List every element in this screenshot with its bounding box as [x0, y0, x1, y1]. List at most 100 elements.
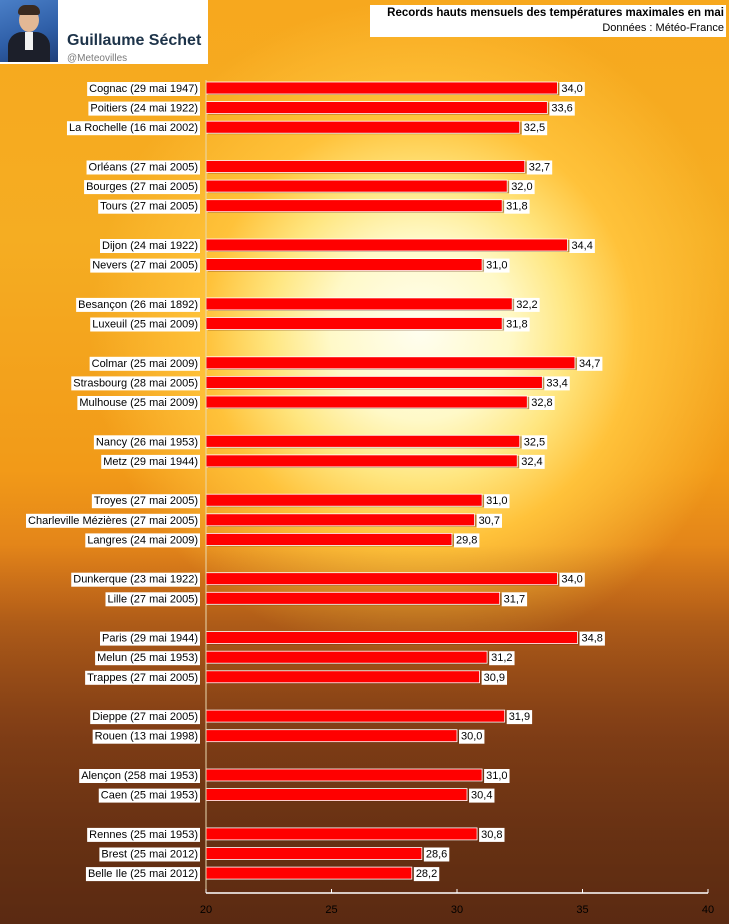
bar [205, 847, 423, 860]
bar [205, 160, 526, 173]
category-label: Caen (25 mai 1953) [101, 790, 198, 802]
label-background [88, 101, 200, 116]
label-background [100, 239, 200, 253]
value-label: 34,0 [561, 83, 582, 95]
category-label: Besançon (26 mai 1892) [78, 299, 198, 311]
bar [205, 493, 483, 507]
label-background [526, 160, 553, 175]
label-background [98, 199, 200, 214]
bar [205, 238, 568, 252]
label-background [79, 769, 200, 783]
bar [205, 513, 475, 527]
avatar [0, 0, 58, 62]
label-background [484, 258, 510, 273]
label-background [84, 180, 200, 195]
label-background [521, 435, 548, 450]
label-background [453, 533, 480, 548]
label-background [66, 121, 200, 136]
value-label: 28,6 [426, 849, 447, 861]
value-label: 31,7 [504, 593, 525, 605]
x-tick-label: 30 [451, 904, 463, 916]
label-background [95, 651, 200, 666]
category-label: La Rochelle (16 mai 2002) [69, 122, 198, 134]
label-background [92, 729, 200, 744]
bar [205, 729, 458, 743]
bar [205, 650, 488, 664]
label-background [514, 297, 540, 312]
label-background [89, 356, 200, 371]
value-label: 30,8 [481, 829, 502, 841]
x-tick-label: 20 [200, 904, 212, 916]
bar [205, 572, 558, 586]
bar [205, 670, 480, 684]
category-label: Troyes (27 mai 2005) [94, 495, 198, 507]
label-background [71, 376, 200, 391]
label-background [91, 494, 200, 509]
label-background [459, 729, 485, 744]
x-tick-label: 25 [325, 904, 337, 916]
value-label: 34,0 [561, 574, 582, 586]
value-label: 33,6 [551, 103, 572, 115]
x-tick-label: 35 [576, 904, 588, 916]
label-background [504, 199, 530, 214]
value-label: 29,8 [456, 534, 477, 546]
label-background [549, 101, 575, 116]
label-background [26, 513, 200, 528]
label-background [90, 258, 200, 273]
chart-title-box: Records hauts mensuels des températures … [370, 5, 726, 37]
author-profile: Guillaume Séchet @Meteovilles [0, 0, 208, 64]
category-label: Langres (24 mai 2009) [87, 534, 198, 546]
author-handle: @Meteovilles [67, 53, 128, 64]
category-label: Trappes (27 mai 2005) [87, 672, 198, 684]
bar [205, 258, 483, 272]
value-label: 32,2 [516, 299, 537, 311]
bar [205, 297, 513, 311]
x-tick-label: 40 [702, 904, 714, 916]
label-background [521, 121, 548, 136]
label-background [484, 769, 510, 783]
label-background [85, 867, 200, 882]
category-label: Alençon (258 mai 1953) [81, 770, 198, 782]
label-background [529, 396, 555, 410]
category-label: Rouen (13 mai 1998) [95, 731, 198, 743]
bar [205, 120, 521, 134]
category-label: Colmar (25 mai 2009) [92, 358, 198, 370]
label-background [544, 376, 570, 391]
bar [205, 866, 413, 880]
label-background [423, 847, 450, 862]
label-background [76, 297, 200, 312]
category-label: Luxeuil (25 mai 2009) [92, 319, 198, 331]
value-label: 34,4 [571, 240, 592, 252]
chart-title: Records hauts mensuels des températures … [387, 7, 724, 19]
category-label: Dunkerque (23 mai 1922) [73, 574, 198, 586]
bar [205, 434, 521, 448]
bar [205, 317, 503, 330]
label-background [413, 867, 440, 882]
category-label: Rennes (25 mai 1953) [89, 829, 198, 841]
label-background [481, 670, 508, 685]
value-label: 32,4 [521, 456, 542, 468]
label-background [504, 317, 530, 332]
bar [205, 179, 508, 193]
bar [205, 533, 453, 546]
value-label: 30,4 [471, 790, 492, 802]
category-label: Nancy (26 mai 1953) [96, 436, 198, 448]
value-label: 30,7 [479, 515, 500, 527]
label-background [519, 454, 545, 469]
category-label: Dijon (24 mai 1922) [102, 240, 198, 252]
label-background [559, 82, 585, 96]
category-label: Charleville Mézières (27 mai 2005) [28, 515, 198, 527]
label-background [489, 651, 515, 666]
label-background [509, 180, 535, 195]
value-label: 30,9 [484, 672, 505, 684]
bar [205, 356, 576, 370]
category-label: Metz (29 mai 1944) [103, 456, 198, 468]
bar [205, 709, 506, 723]
label-background [87, 82, 200, 96]
value-label: 34,7 [579, 358, 600, 370]
label-background [87, 827, 200, 842]
bar [205, 631, 578, 644]
label-background [71, 572, 200, 587]
bar [205, 591, 501, 605]
label-background [93, 435, 200, 450]
